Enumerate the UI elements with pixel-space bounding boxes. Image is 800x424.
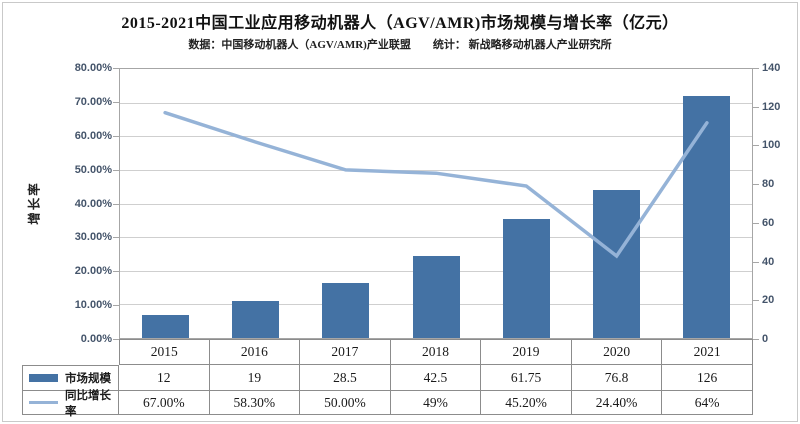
- legend-growth-rate: 同比增长率: [22, 390, 119, 418]
- market-size-cell: 42.5: [390, 365, 482, 391]
- year-cell: 2018: [390, 339, 482, 365]
- left-axis-tick: [113, 339, 119, 340]
- table-row-market-size: 市场规模 12 19 28.5 42.5 61.75 76.8 126: [22, 365, 753, 391]
- market-size-cell: 126: [662, 365, 753, 391]
- right-axis-tick-label: 0: [762, 333, 769, 345]
- legend-market-size-label: 市场规模: [65, 373, 111, 385]
- growth-rate-cell: 50.00%: [300, 391, 391, 415]
- bar-2015: [142, 315, 189, 338]
- market-size-cell: 61.75: [481, 365, 572, 391]
- gridline: [120, 237, 752, 238]
- right-axis-tick-label: 80: [762, 178, 775, 190]
- left-axis-tick-label: 70.00%: [74, 96, 112, 108]
- year-cell: 2017: [300, 339, 391, 365]
- right-axis-tick: [753, 184, 759, 185]
- right-axis-tick-label: 40: [762, 256, 775, 268]
- gridline: [120, 103, 752, 104]
- right-axis-tick: [753, 339, 759, 340]
- bar-2016: [232, 301, 279, 338]
- right-axis-tick-label: 140: [762, 62, 781, 74]
- bar-2019: [503, 219, 550, 338]
- growth-rate-cell: 24.40%: [571, 391, 663, 415]
- left-axis-tick: [113, 170, 119, 171]
- right-axis-tick-label: 60: [762, 217, 775, 229]
- gridline: [120, 136, 752, 137]
- left-axis-tick-label: 10.00%: [74, 299, 112, 311]
- market-size-cell: 19: [209, 365, 301, 391]
- left-axis-tick-label: 60.00%: [74, 130, 112, 142]
- market-size-cell: 76.8: [571, 365, 663, 391]
- left-axis-tick-label: 40.00%: [74, 198, 112, 210]
- growth-rate-cell: 45.20%: [481, 391, 572, 415]
- growth-rate-cell: 49%: [390, 391, 482, 415]
- year-cell: 2020: [571, 339, 663, 365]
- market-size-cell: 28.5: [300, 365, 391, 391]
- left-axis-tick-label: 80.00%: [74, 62, 112, 74]
- right-axis-tick: [753, 262, 759, 263]
- year-cell: 2019: [481, 339, 572, 365]
- bar-2020: [593, 190, 640, 338]
- left-axis-tick-label: 50.00%: [74, 164, 112, 176]
- left-axis-tick-label: 30.00%: [74, 231, 112, 243]
- bar-2017: [322, 283, 369, 338]
- right-axis-tick: [753, 300, 759, 301]
- data-table: 2015 2016 2017 2018 2019 2020 2021 市场规模 …: [22, 339, 753, 418]
- year-cell: 2016: [209, 339, 301, 365]
- left-axis-tick: [113, 305, 119, 306]
- growth-rate-cell: 58.30%: [209, 391, 301, 415]
- growth-rate-cell: 67.00%: [119, 391, 210, 415]
- year-cell: 2021: [662, 339, 753, 365]
- chart-title: 2015-2021中国工业应用移动机器人（AGV/AMR)市场规模与增长率（亿元…: [121, 15, 679, 32]
- table-row-years: 2015 2016 2017 2018 2019 2020 2021: [22, 339, 753, 365]
- growth-rate-cell: 64%: [662, 391, 753, 415]
- left-axis-tick: [113, 271, 119, 272]
- left-axis-tick: [113, 102, 119, 103]
- year-cell: 2015: [119, 339, 210, 365]
- table-row-growth-rate: 同比增长率 67.00% 58.30% 50.00% 49% 45.20% 24…: [22, 390, 753, 418]
- bar-series-swatch-icon: [29, 374, 58, 382]
- left-axis-tick: [113, 237, 119, 238]
- gridline: [120, 170, 752, 171]
- left-axis-tick: [113, 204, 119, 205]
- right-axis-tick-label: 120: [762, 101, 781, 113]
- market-size-cell: 12: [119, 365, 210, 391]
- growth-rate-line: [163, 110, 709, 259]
- right-axis-tick: [753, 145, 759, 146]
- legend-growth-rate-label: 同比增长率: [65, 389, 111, 418]
- right-axis-tick-label: 100: [762, 139, 781, 151]
- right-axis-tick: [753, 68, 759, 69]
- right-axis-tick-label: 20: [762, 294, 775, 306]
- right-axis-tick: [753, 223, 759, 224]
- bar-2018: [413, 256, 460, 338]
- bar-2021: [683, 96, 730, 338]
- plot-area: [119, 68, 753, 339]
- left-axis-tick-label: 20.00%: [74, 265, 112, 277]
- left-axis-tick-label: 0.00%: [80, 333, 112, 345]
- left-axis-tick: [113, 68, 119, 69]
- legend-market-size: 市场规模: [22, 365, 119, 391]
- right-axis-tick: [753, 107, 759, 108]
- gridline: [120, 204, 752, 205]
- left-axis-tick: [113, 136, 119, 137]
- line-series-swatch-icon: [29, 401, 58, 404]
- chart-subtitle: 数据：中国移动机器人（AGV/AMR)产业联盟 统计： 新战略移动机器人产业研究…: [188, 39, 612, 51]
